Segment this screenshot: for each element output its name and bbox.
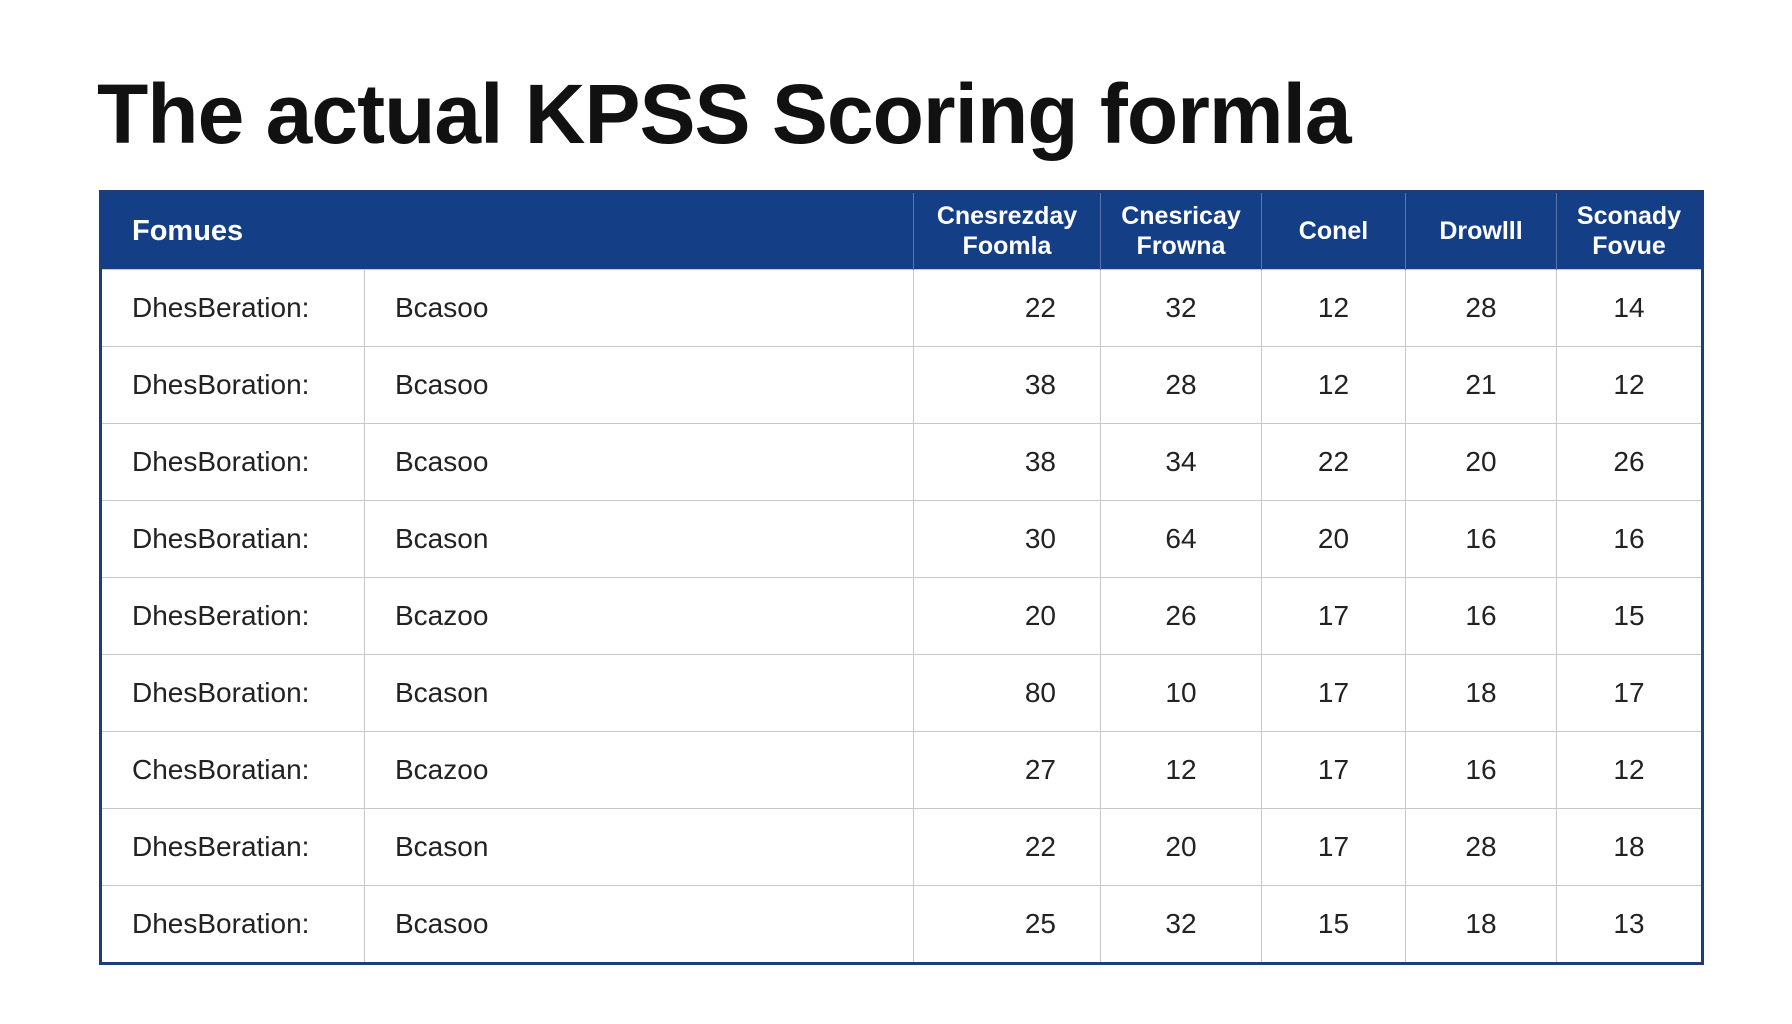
number-cell: 22 bbox=[913, 269, 1101, 347]
number-cell: 13 bbox=[1556, 885, 1703, 964]
text-cell: Bcason bbox=[364, 808, 914, 886]
text-cell: DhesBeratian: bbox=[100, 808, 365, 886]
number-cell: 28 bbox=[1100, 346, 1262, 424]
number-cell: 22 bbox=[913, 808, 1101, 886]
header-row: Fomues Cnesrezday Foomla Cnesricay Frowna C… bbox=[100, 191, 1703, 270]
number-cell: 20 bbox=[913, 577, 1101, 655]
number-cell: 14 bbox=[1556, 269, 1703, 347]
number-cell: 30 bbox=[913, 500, 1101, 578]
number-cell: 34 bbox=[1100, 423, 1262, 501]
number-cell: 20 bbox=[1405, 423, 1557, 501]
text-cell: Bcazoo bbox=[364, 577, 914, 655]
number-cell: 27 bbox=[913, 731, 1101, 809]
table-row: DhesBeration: Bcasoo 22 32 12 28 14 bbox=[100, 269, 1703, 347]
number-cell: 28 bbox=[1405, 269, 1557, 347]
number-cell: 10 bbox=[1100, 654, 1262, 732]
column-header: Cnesrezday Foomla bbox=[913, 191, 1101, 270]
text-cell: Bcason bbox=[364, 500, 914, 578]
number-cell: 38 bbox=[913, 346, 1101, 424]
table-row: DhesBoration: Bcasoo 38 34 22 20 26 bbox=[100, 423, 1703, 501]
number-cell: 16 bbox=[1405, 577, 1557, 655]
text-cell: Bcasoo bbox=[364, 423, 914, 501]
number-cell: 28 bbox=[1405, 808, 1557, 886]
number-cell: 12 bbox=[1261, 269, 1406, 347]
text-cell: Bcazoo bbox=[364, 731, 914, 809]
text-cell: DhesBoration: bbox=[100, 346, 365, 424]
column-header: Drowlll bbox=[1405, 191, 1557, 270]
table-row: DhesBoration: Bcason 80 10 17 18 17 bbox=[100, 654, 1703, 732]
number-cell: 12 bbox=[1556, 731, 1703, 809]
number-cell: 32 bbox=[1100, 885, 1262, 964]
table-head: Fomues Cnesrezday Foomla Cnesricay Frowna C… bbox=[100, 191, 1703, 270]
number-cell: 20 bbox=[1261, 500, 1406, 578]
number-cell: 26 bbox=[1100, 577, 1262, 655]
text-cell: DhesBoratian: bbox=[100, 500, 365, 578]
number-cell: 64 bbox=[1100, 500, 1262, 578]
number-cell: 80 bbox=[913, 654, 1101, 732]
number-cell: 26 bbox=[1556, 423, 1703, 501]
number-cell: 25 bbox=[913, 885, 1101, 964]
number-cell: 12 bbox=[1261, 346, 1406, 424]
text-cell: ChesBoratian: bbox=[100, 731, 365, 809]
number-cell: 18 bbox=[1556, 808, 1703, 886]
text-cell: Bcasoo bbox=[364, 346, 914, 424]
text-cell: DhesBoration: bbox=[100, 654, 365, 732]
column-header: Cnesricay Frowna bbox=[1100, 191, 1262, 270]
number-cell: 16 bbox=[1405, 731, 1557, 809]
table-row: DhesBeratian: Bcason 22 20 17 28 18 bbox=[100, 808, 1703, 886]
text-cell: DhesBeration: bbox=[100, 577, 365, 655]
number-cell: 20 bbox=[1100, 808, 1262, 886]
number-cell: 17 bbox=[1261, 808, 1406, 886]
score-table: Fomues Cnesrezday Foomla Cnesricay Frowna C… bbox=[99, 190, 1704, 965]
table-body: DhesBeration: Bcasoo 22 32 12 28 14 DhesBoratio… bbox=[100, 269, 1703, 964]
table-row: DhesBoratian: Bcason 30 64 20 16 16 bbox=[100, 500, 1703, 578]
number-cell: 16 bbox=[1405, 500, 1557, 578]
text-cell: Bcasoo bbox=[364, 885, 914, 964]
number-cell: 15 bbox=[1556, 577, 1703, 655]
number-cell: 38 bbox=[913, 423, 1101, 501]
number-cell: 32 bbox=[1100, 269, 1262, 347]
number-cell: 17 bbox=[1261, 654, 1406, 732]
text-cell: DhesBoration: bbox=[100, 423, 365, 501]
number-cell: 17 bbox=[1261, 577, 1406, 655]
text-cell: DhesBoration: bbox=[100, 885, 365, 964]
number-cell: 12 bbox=[1556, 346, 1703, 424]
number-cell: 16 bbox=[1556, 500, 1703, 578]
column-header: Fomues bbox=[100, 191, 914, 270]
table-row: DhesBoration: Bcasoo 38 28 12 21 12 bbox=[100, 346, 1703, 424]
number-cell: 18 bbox=[1405, 885, 1557, 964]
text-cell: DhesBeration: bbox=[100, 269, 365, 347]
text-cell: Bcasoo bbox=[364, 269, 914, 347]
number-cell: 21 bbox=[1405, 346, 1557, 424]
number-cell: 15 bbox=[1261, 885, 1406, 964]
number-cell: 12 bbox=[1100, 731, 1262, 809]
page-title: The actual KPSS Scoring formla bbox=[97, 67, 1352, 161]
column-header: Sconady Fovue bbox=[1556, 191, 1703, 270]
column-header: Conel bbox=[1261, 191, 1406, 270]
text-cell: Bcason bbox=[364, 654, 914, 732]
number-cell: 22 bbox=[1261, 423, 1406, 501]
number-cell: 17 bbox=[1556, 654, 1703, 732]
number-cell: 17 bbox=[1261, 731, 1406, 809]
number-cell: 18 bbox=[1405, 654, 1557, 732]
table-row: DhesBoration: Bcasoo 25 32 15 18 13 bbox=[100, 885, 1703, 964]
table-row: DhesBeration: Bcazoo 20 26 17 16 15 bbox=[100, 577, 1703, 655]
table-row: ChesBoratian: Bcazoo 27 12 17 16 12 bbox=[100, 731, 1703, 809]
